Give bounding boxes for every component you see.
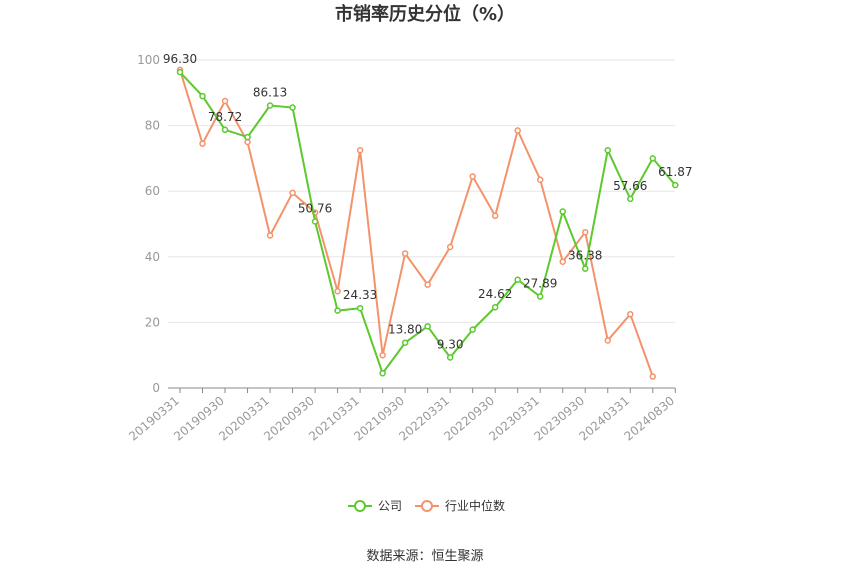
legend-item[interactable]: 公司 [348,499,402,513]
data-point [536,176,544,183]
data-point [424,323,431,330]
legend-label: 公司 [378,499,402,513]
data-point [221,126,229,134]
chart-title: 市销率历史分位（%） [335,3,515,25]
data-label: 27.89 [523,277,557,291]
legend[interactable]: 公司 行业中位数 [348,498,505,513]
series-layer [176,66,679,380]
data-label: 24.33 [343,288,377,302]
data-point [311,218,319,225]
data-point [334,307,341,314]
data-point [334,287,341,295]
data-point [176,68,184,76]
data-point [266,232,274,239]
data-point [581,228,589,236]
series-line [179,69,654,377]
data-label: 50.76 [298,202,332,216]
data-label: 9.30 [437,337,464,351]
data-point [649,373,657,380]
data-point [627,195,634,203]
legend-marker [421,500,433,512]
y-tick-label: 40 [145,250,160,264]
data-point [559,258,566,265]
data-label: 78.72 [208,110,242,124]
data-point [604,146,612,154]
data-point [199,140,206,147]
data-point [672,181,679,189]
data-point [491,212,499,220]
data-point [627,310,634,318]
data-point [199,92,206,100]
legend-item[interactable]: 行业中位数 [415,498,505,513]
data-point [604,337,612,344]
data-point [379,351,386,359]
data-point [469,326,476,333]
data-label: 61.87 [658,165,692,179]
data-label: 13.80 [388,323,422,337]
data-point [424,281,431,288]
data-point [491,303,499,311]
data-label: 24.62 [478,287,512,301]
data-point [356,304,364,312]
data-point [514,276,521,284]
data-point [446,354,454,361]
data-point [356,146,364,154]
data-label: 57.66 [613,179,647,193]
x-tick-label: 20240830 [621,394,677,444]
data-point [289,189,296,197]
y-axis: 0 20 40 60 80 100 [137,53,160,395]
data-point [221,97,229,105]
legend-marker [354,500,366,512]
data-point [446,243,454,251]
data-point [581,265,589,272]
data-label: 36.38 [568,249,602,263]
data-point [559,208,566,215]
y-tick-label: 0 [152,381,160,395]
y-tick-label: 60 [145,184,160,198]
data-point [401,250,409,257]
data-point [649,155,657,162]
data-point [289,104,296,111]
x-axis: 2019033120190930202003312020093020210331… [126,387,677,444]
data-source: 数据来源：恒生聚源 [366,549,483,564]
data-point [401,339,409,346]
y-tick-label: 100 [137,53,160,67]
data-labels: 96.30 78.72 86.13 50.76 24.33 13.80 9.30 24.62 2… [163,52,693,351]
data-point [469,173,476,180]
data-point [514,127,521,134]
y-tick-label: 20 [145,315,160,329]
data-label: 86.13 [253,85,287,99]
data-point [379,369,386,377]
data-point [266,102,274,109]
y-tick-label: 80 [145,119,160,133]
data-point [244,133,251,141]
legend-label: 行业中位数 [445,498,505,513]
data-point [536,293,544,300]
data-label: 96.30 [163,52,197,66]
